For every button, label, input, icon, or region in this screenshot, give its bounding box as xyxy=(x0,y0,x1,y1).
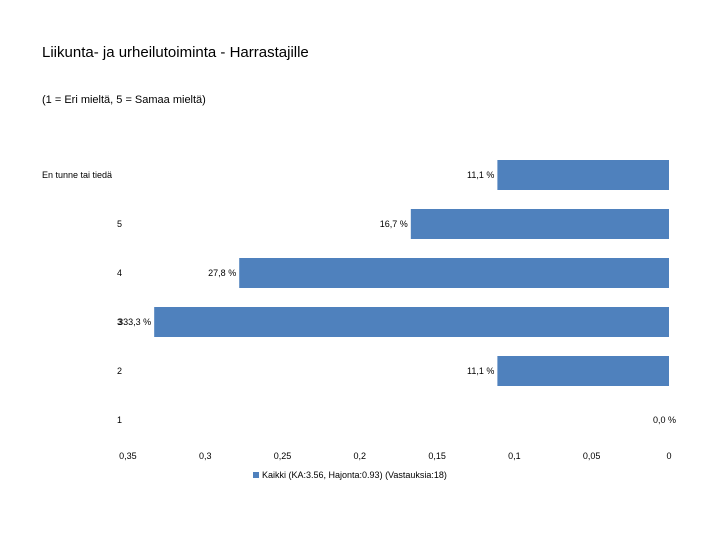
category-label: 1 xyxy=(117,415,122,425)
x-tick-label: 0,15 xyxy=(428,451,446,461)
legend-label: Kaikki (KA:3.56, Hajonta:0.93) (Vastauks… xyxy=(262,470,447,480)
bar xyxy=(239,258,669,288)
data-label: 0,0 % xyxy=(653,415,676,425)
category-label: En tunne tai tiedä xyxy=(42,170,112,180)
category-label: 2 xyxy=(117,366,122,376)
x-tick-label: 0 xyxy=(666,451,671,461)
data-label: 16,7 % xyxy=(380,219,408,229)
category-label: 3 xyxy=(117,317,122,327)
x-tick-label: 0,2 xyxy=(354,451,367,461)
category-label: 5 xyxy=(117,219,122,229)
category-label: 4 xyxy=(117,268,122,278)
x-tick-label: 0,35 xyxy=(119,451,137,461)
bar xyxy=(497,160,669,190)
bar xyxy=(410,209,669,239)
legend-swatch xyxy=(253,472,259,478)
x-tick-label: 0,25 xyxy=(274,451,292,461)
bar xyxy=(497,356,669,386)
x-tick-label: 0,05 xyxy=(583,451,601,461)
data-label: 11,1 % xyxy=(467,170,494,180)
data-label: 11,1 % xyxy=(467,366,494,376)
chart-subtitle: (1 = Eri mieltä, 5 = Samaa mieltä) xyxy=(42,94,206,106)
data-label: 27,8 % xyxy=(208,268,236,278)
x-tick-label: 0,1 xyxy=(508,451,521,461)
bar xyxy=(154,307,669,337)
chart-title: Liikunta- ja urheilutoiminta - Harrastaj… xyxy=(42,44,309,61)
data-label: 333,3 % xyxy=(118,317,151,327)
x-tick-label: 0,3 xyxy=(199,451,212,461)
